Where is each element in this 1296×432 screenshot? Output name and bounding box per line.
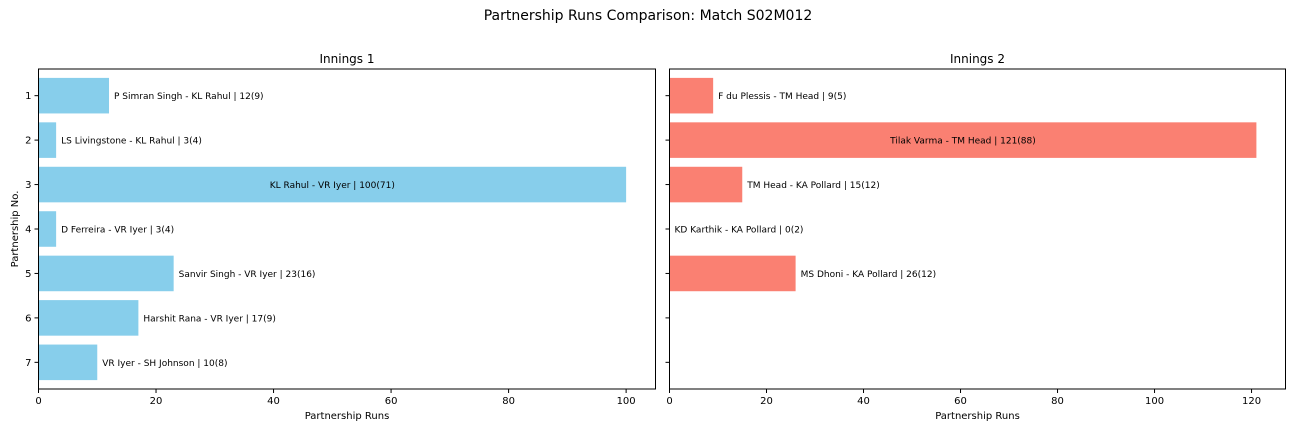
bar [669,77,714,114]
bar-label: MS Dhoni - KA Pollard | 26(12) [801,270,936,280]
x-axis-label: Partnership Runs [305,411,390,422]
bar-label: Sanvir Singh - VR Iyer | 23(16) [179,270,316,280]
x-tick-label: 0 [666,396,672,407]
x-axis-label: Partnership Runs [935,411,1020,422]
y-tick-label: 2 [25,136,31,147]
bar [669,255,796,292]
x-tick-label: 60 [385,396,398,407]
bar [38,300,139,336]
bar-label: F du Plessis - TM Head | 9(5) [718,92,846,102]
y-tick-label: 1 [25,91,31,102]
x-tick-label: 0 [35,396,41,407]
bar-label: LS Livingstone - KL Rahul | 3(4) [61,137,202,147]
bar [38,122,57,158]
y-tick-label: 6 [25,313,31,324]
bar [669,166,743,203]
figure-title: Partnership Runs Comparison: Match S02M0… [484,8,813,24]
y-tick-label: 3 [25,180,31,191]
bar [38,166,627,203]
y-tick-label: 7 [25,358,31,369]
bar-label: TM Head - KA Pollard | 15(12) [746,181,879,191]
innings-1-panel: P Simran Singh - KL Rahul | 12(9) LS Livi… [10,52,656,422]
x-tick-label: 100 [617,396,636,407]
x-tick-label: 20 [760,396,773,407]
bar-label: Harshit Rana - VR Iyer | 17(9) [143,314,275,324]
bar-label: P Simran Singh - KL Rahul | 12(9) [114,92,264,102]
x-tick-label: 40 [267,396,280,407]
bar [38,211,57,247]
x-tick-label: 120 [1242,396,1261,407]
bar [38,77,110,114]
x-tick-label: 100 [1145,396,1164,407]
panel-title: Innings 1 [319,52,374,66]
bar [669,122,1257,158]
bar-label: VR Iyer - SH Johnson | 10(8) [102,359,227,369]
bar [38,255,174,292]
y-axis-label: Partnership No. [10,191,21,268]
x-tick-label: 60 [954,396,967,407]
y-tick-label: 5 [25,269,31,280]
bar [38,344,98,381]
panel-title: Innings 2 [950,52,1005,66]
x-tick-label: 40 [857,396,870,407]
bar-label: KD Karthik - KA Pollard | 0(2) [675,226,804,236]
x-tick-label: 80 [1051,396,1064,407]
bar-label: Tilak Varma - TM Head | 121(88) [889,137,1036,147]
bar-label: D Ferreira - VR Iyer | 3(4) [61,226,174,236]
y-tick-label: 4 [25,225,31,236]
bar-label: KL Rahul - VR Iyer | 100(71) [270,181,395,191]
x-tick-label: 20 [150,396,163,407]
x-tick-label: 80 [502,396,515,407]
innings-2-panel: F du Plessis - TM Head | 9(5) Tilak Varma… [665,52,1286,422]
